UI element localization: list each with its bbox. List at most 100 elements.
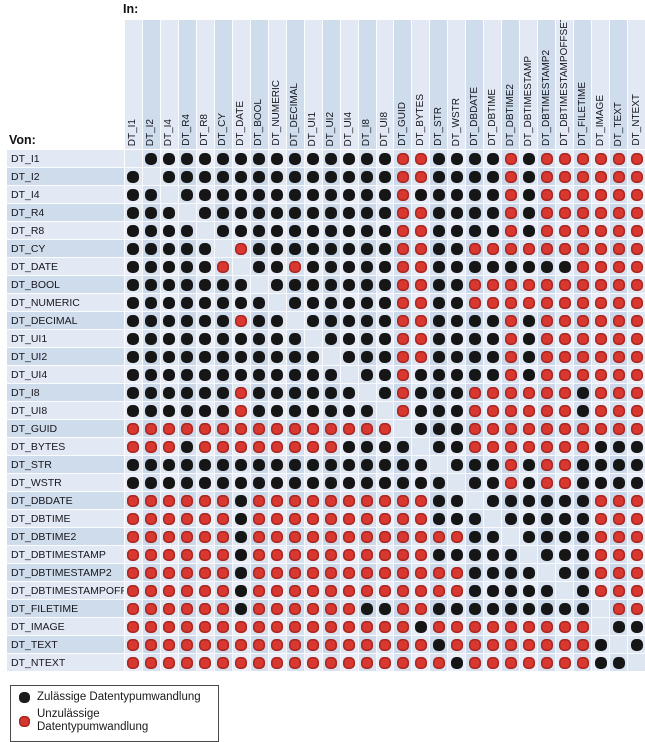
col-header-label: DT_R4 (181, 114, 193, 146)
disallowed-dot-icon (414, 350, 427, 363)
matrix-cell (358, 258, 376, 275)
matrix-cell (484, 222, 502, 239)
disallowed-dot-icon (594, 368, 607, 381)
disallowed-dot-icon (594, 206, 607, 219)
disallowed-dot-icon (325, 548, 338, 561)
disallowed-dot-icon (504, 476, 517, 489)
allowed-dot-icon (145, 314, 158, 327)
matrix-cell (448, 402, 466, 419)
allowed-dot-icon (127, 224, 140, 237)
matrix-cell (304, 636, 322, 653)
disallowed-dot-icon (522, 296, 535, 309)
matrix-cell (430, 420, 448, 437)
disallowed-dot-icon (594, 296, 607, 309)
matrix-cell (232, 294, 250, 311)
disallowed-dot-icon (630, 422, 643, 435)
matrix-cell (556, 474, 574, 491)
matrix-cell (196, 438, 214, 455)
allowed-dot-icon (450, 350, 463, 363)
matrix-cell (430, 600, 448, 617)
col-header: DT_UI8 (376, 20, 394, 149)
allowed-dot-icon (432, 422, 445, 435)
matrix-cell (628, 204, 645, 221)
disallowed-dot-icon (540, 206, 553, 219)
matrix-cell (232, 546, 250, 563)
matrix-cell (520, 582, 538, 599)
col-header-label: DT_GUID (396, 102, 408, 146)
matrix-cell (574, 330, 592, 347)
disallowed-dot-icon (612, 314, 625, 327)
allowed-dot-icon (127, 386, 140, 399)
matrix-cell (160, 636, 178, 653)
allowed-dot-icon (235, 494, 248, 507)
allowed-dot-icon (468, 206, 481, 219)
matrix-cell (214, 186, 232, 203)
disallowed-dot-icon (630, 494, 643, 507)
disallowed-dot-icon (127, 584, 140, 597)
matrix-cell (125, 186, 142, 203)
col-header: DT_I2 (142, 20, 160, 149)
allowed-dot-icon (378, 314, 391, 327)
col-header-label: DT_DATE (235, 101, 247, 146)
disallowed-dot-icon (396, 368, 409, 381)
matrix-cell (142, 618, 160, 635)
allowed-dot-icon (361, 368, 374, 381)
matrix-cell (376, 222, 394, 239)
disallowed-dot-icon (612, 242, 625, 255)
matrix-cell (394, 564, 412, 581)
matrix-cell (556, 654, 574, 671)
matrix-cell (394, 312, 412, 329)
allowed-dot-icon (343, 152, 356, 165)
matrix-cell (412, 636, 430, 653)
matrix-cell (430, 546, 448, 563)
allowed-dot-icon (199, 332, 212, 345)
matrix-cell (340, 618, 358, 635)
matrix-cell (502, 456, 520, 473)
matrix-cell (178, 258, 196, 275)
disallowed-dot-icon (504, 242, 517, 255)
allowed-dot-icon (289, 206, 302, 219)
matrix-cell (592, 258, 610, 275)
matrix-cell (466, 420, 484, 437)
disallowed-dot-icon (540, 332, 553, 345)
matrix-cell (484, 438, 502, 455)
col-header: DT_BYTES (412, 20, 430, 149)
disallowed-dot-icon (378, 548, 391, 561)
legend-row-allowed: Zulässige Datentypumwandlung (19, 691, 210, 704)
disallowed-dot-icon (414, 512, 427, 525)
matrix-cell (376, 582, 394, 599)
allowed-dot-icon (576, 476, 589, 489)
allowed-dot-icon (468, 566, 481, 579)
disallowed-dot-icon (504, 638, 517, 651)
matrix-cell (520, 186, 538, 203)
column-headers: DT_I1 DT_I2 DT_I4 DT_R4 DT_R8 DT_CY DT_DATE DT_… (125, 20, 645, 149)
allowed-dot-icon (199, 260, 212, 273)
matrix-cell (430, 240, 448, 257)
disallowed-dot-icon (558, 350, 571, 363)
matrix-cell (466, 258, 484, 275)
matrix-cell (394, 348, 412, 365)
matrix-cell (610, 618, 628, 635)
allowed-dot-icon (127, 242, 140, 255)
allowed-dot-icon (450, 332, 463, 345)
matrix-cell (232, 636, 250, 653)
disallowed-dot-icon (396, 170, 409, 183)
disallowed-dot-icon (540, 152, 553, 165)
disallowed-dot-icon (630, 242, 643, 255)
matrix-cell (125, 312, 142, 329)
disallowed-dot-icon (414, 296, 427, 309)
matrix-cell (232, 258, 250, 275)
matrix-cell (610, 168, 628, 185)
matrix-cell (232, 582, 250, 599)
matrix-cell (484, 258, 502, 275)
disallowed-dot-icon (145, 530, 158, 543)
matrix-cell (340, 546, 358, 563)
matrix-cell (358, 456, 376, 473)
disallowed-dot-icon (594, 512, 607, 525)
allowed-dot-icon (181, 224, 194, 237)
matrix-cell (286, 528, 304, 545)
disallowed-dot-icon (540, 422, 553, 435)
disallowed-dot-icon (630, 566, 643, 579)
matrix-cell (125, 258, 142, 275)
disallowed-dot-icon (522, 440, 535, 453)
